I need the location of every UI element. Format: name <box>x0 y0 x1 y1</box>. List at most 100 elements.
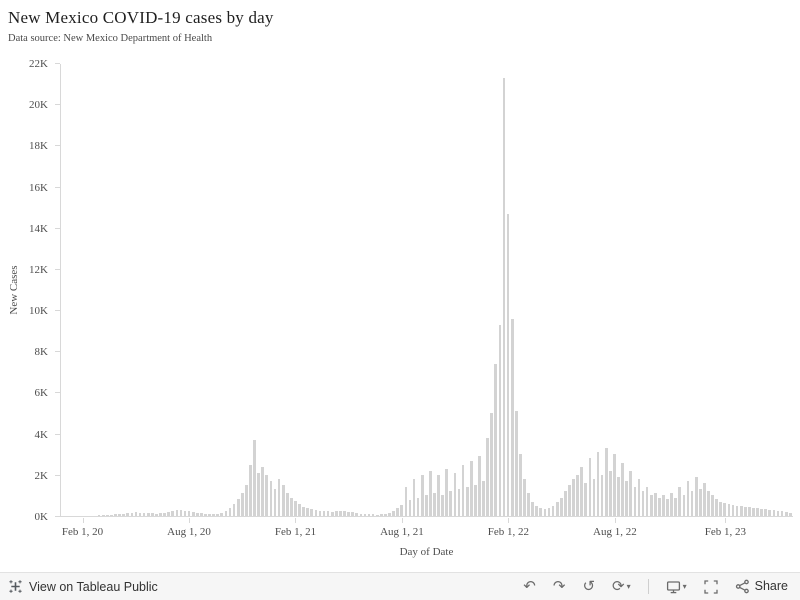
bar[interactable] <box>469 460 473 516</box>
bar[interactable] <box>187 511 191 516</box>
bar[interactable] <box>498 324 502 516</box>
bar[interactable] <box>118 513 121 516</box>
bar[interactable] <box>506 213 510 516</box>
bar[interactable] <box>257 472 260 516</box>
bar[interactable] <box>739 506 743 516</box>
bar[interactable] <box>261 466 265 516</box>
bar[interactable] <box>330 511 334 516</box>
bar[interactable] <box>568 485 571 516</box>
bar[interactable] <box>433 493 436 516</box>
plot-area[interactable] <box>60 64 793 517</box>
bar[interactable] <box>576 474 579 516</box>
bar[interactable] <box>572 479 575 516</box>
bar[interactable] <box>580 466 584 516</box>
bar[interactable] <box>285 493 289 516</box>
bar[interactable] <box>715 498 718 516</box>
undo-button[interactable]: ↶ <box>523 579 536 594</box>
bar[interactable] <box>318 510 322 516</box>
bar[interactable] <box>445 468 449 516</box>
bar[interactable] <box>490 413 494 516</box>
bar[interactable] <box>711 495 714 516</box>
bar[interactable] <box>314 509 318 516</box>
bar[interactable] <box>367 514 371 516</box>
bar[interactable] <box>290 497 293 516</box>
bar[interactable] <box>204 513 207 516</box>
bar[interactable] <box>641 491 645 516</box>
bar[interactable] <box>281 485 285 516</box>
bar[interactable] <box>105 515 109 516</box>
bar[interactable] <box>179 509 183 516</box>
bar[interactable] <box>449 491 453 516</box>
bar[interactable] <box>339 510 342 516</box>
bar[interactable] <box>666 498 669 516</box>
bar[interactable] <box>265 474 269 516</box>
bar[interactable] <box>756 508 759 516</box>
bar[interactable] <box>310 508 314 516</box>
bar[interactable] <box>155 513 158 516</box>
bar[interactable] <box>613 454 616 516</box>
bar[interactable] <box>698 489 702 516</box>
bar[interactable] <box>637 479 641 516</box>
bar[interactable] <box>228 507 232 516</box>
bar[interactable] <box>772 510 776 516</box>
bar[interactable] <box>216 513 220 516</box>
bar[interactable] <box>649 495 653 516</box>
bar[interactable] <box>670 493 673 516</box>
bar[interactable] <box>523 479 526 516</box>
bar[interactable] <box>249 464 252 516</box>
bar[interactable] <box>334 511 338 516</box>
bar[interactable] <box>502 78 506 516</box>
bar[interactable] <box>146 513 150 516</box>
bar[interactable] <box>662 495 665 516</box>
bar[interactable] <box>159 513 162 516</box>
bar[interactable] <box>420 474 424 516</box>
bar[interactable] <box>629 470 633 516</box>
bar[interactable] <box>404 487 408 516</box>
bar[interactable] <box>392 510 395 516</box>
bar[interactable] <box>588 458 592 516</box>
bar[interactable] <box>167 512 170 516</box>
bar[interactable] <box>760 508 763 516</box>
bar[interactable] <box>764 509 768 516</box>
bar[interactable] <box>682 495 686 516</box>
bar[interactable] <box>220 512 224 516</box>
bar[interactable] <box>232 503 236 516</box>
bar[interactable] <box>326 511 330 516</box>
bar[interactable] <box>617 476 620 516</box>
bar[interactable] <box>788 512 792 516</box>
bar[interactable] <box>343 511 346 516</box>
bar[interactable] <box>752 507 755 516</box>
bar[interactable] <box>138 512 142 516</box>
bar[interactable] <box>780 511 784 516</box>
bar[interactable] <box>273 489 277 516</box>
bar[interactable] <box>347 511 350 516</box>
bar[interactable] <box>212 513 215 516</box>
bar[interactable] <box>453 472 457 516</box>
bar[interactable] <box>269 481 273 516</box>
bar[interactable] <box>625 481 629 516</box>
replay-dropdown-button[interactable]: ⟳ ▾ <box>612 579 631 594</box>
bar[interactable] <box>514 411 518 516</box>
bar[interactable] <box>633 487 637 516</box>
bar[interactable] <box>621 462 624 516</box>
bar[interactable] <box>175 510 179 516</box>
bar[interactable] <box>122 513 126 516</box>
bar[interactable] <box>424 495 428 516</box>
bar[interactable] <box>200 513 203 516</box>
bar[interactable] <box>351 512 355 516</box>
bar[interactable] <box>465 487 469 516</box>
bar[interactable] <box>478 456 481 516</box>
bar[interactable] <box>510 318 514 516</box>
bar[interactable] <box>551 505 555 516</box>
view-on-tableau-public-link[interactable]: View on Tableau Public <box>0 579 158 594</box>
bar[interactable] <box>408 499 412 516</box>
bar[interactable] <box>388 512 391 516</box>
bar[interactable] <box>416 497 420 516</box>
redo-button[interactable]: ↷ <box>553 579 566 594</box>
bar[interactable] <box>437 474 440 516</box>
bar[interactable] <box>195 512 199 516</box>
bar[interactable] <box>130 512 134 516</box>
bar[interactable] <box>686 481 690 516</box>
bar[interactable] <box>653 493 657 516</box>
bar[interactable] <box>163 512 166 516</box>
